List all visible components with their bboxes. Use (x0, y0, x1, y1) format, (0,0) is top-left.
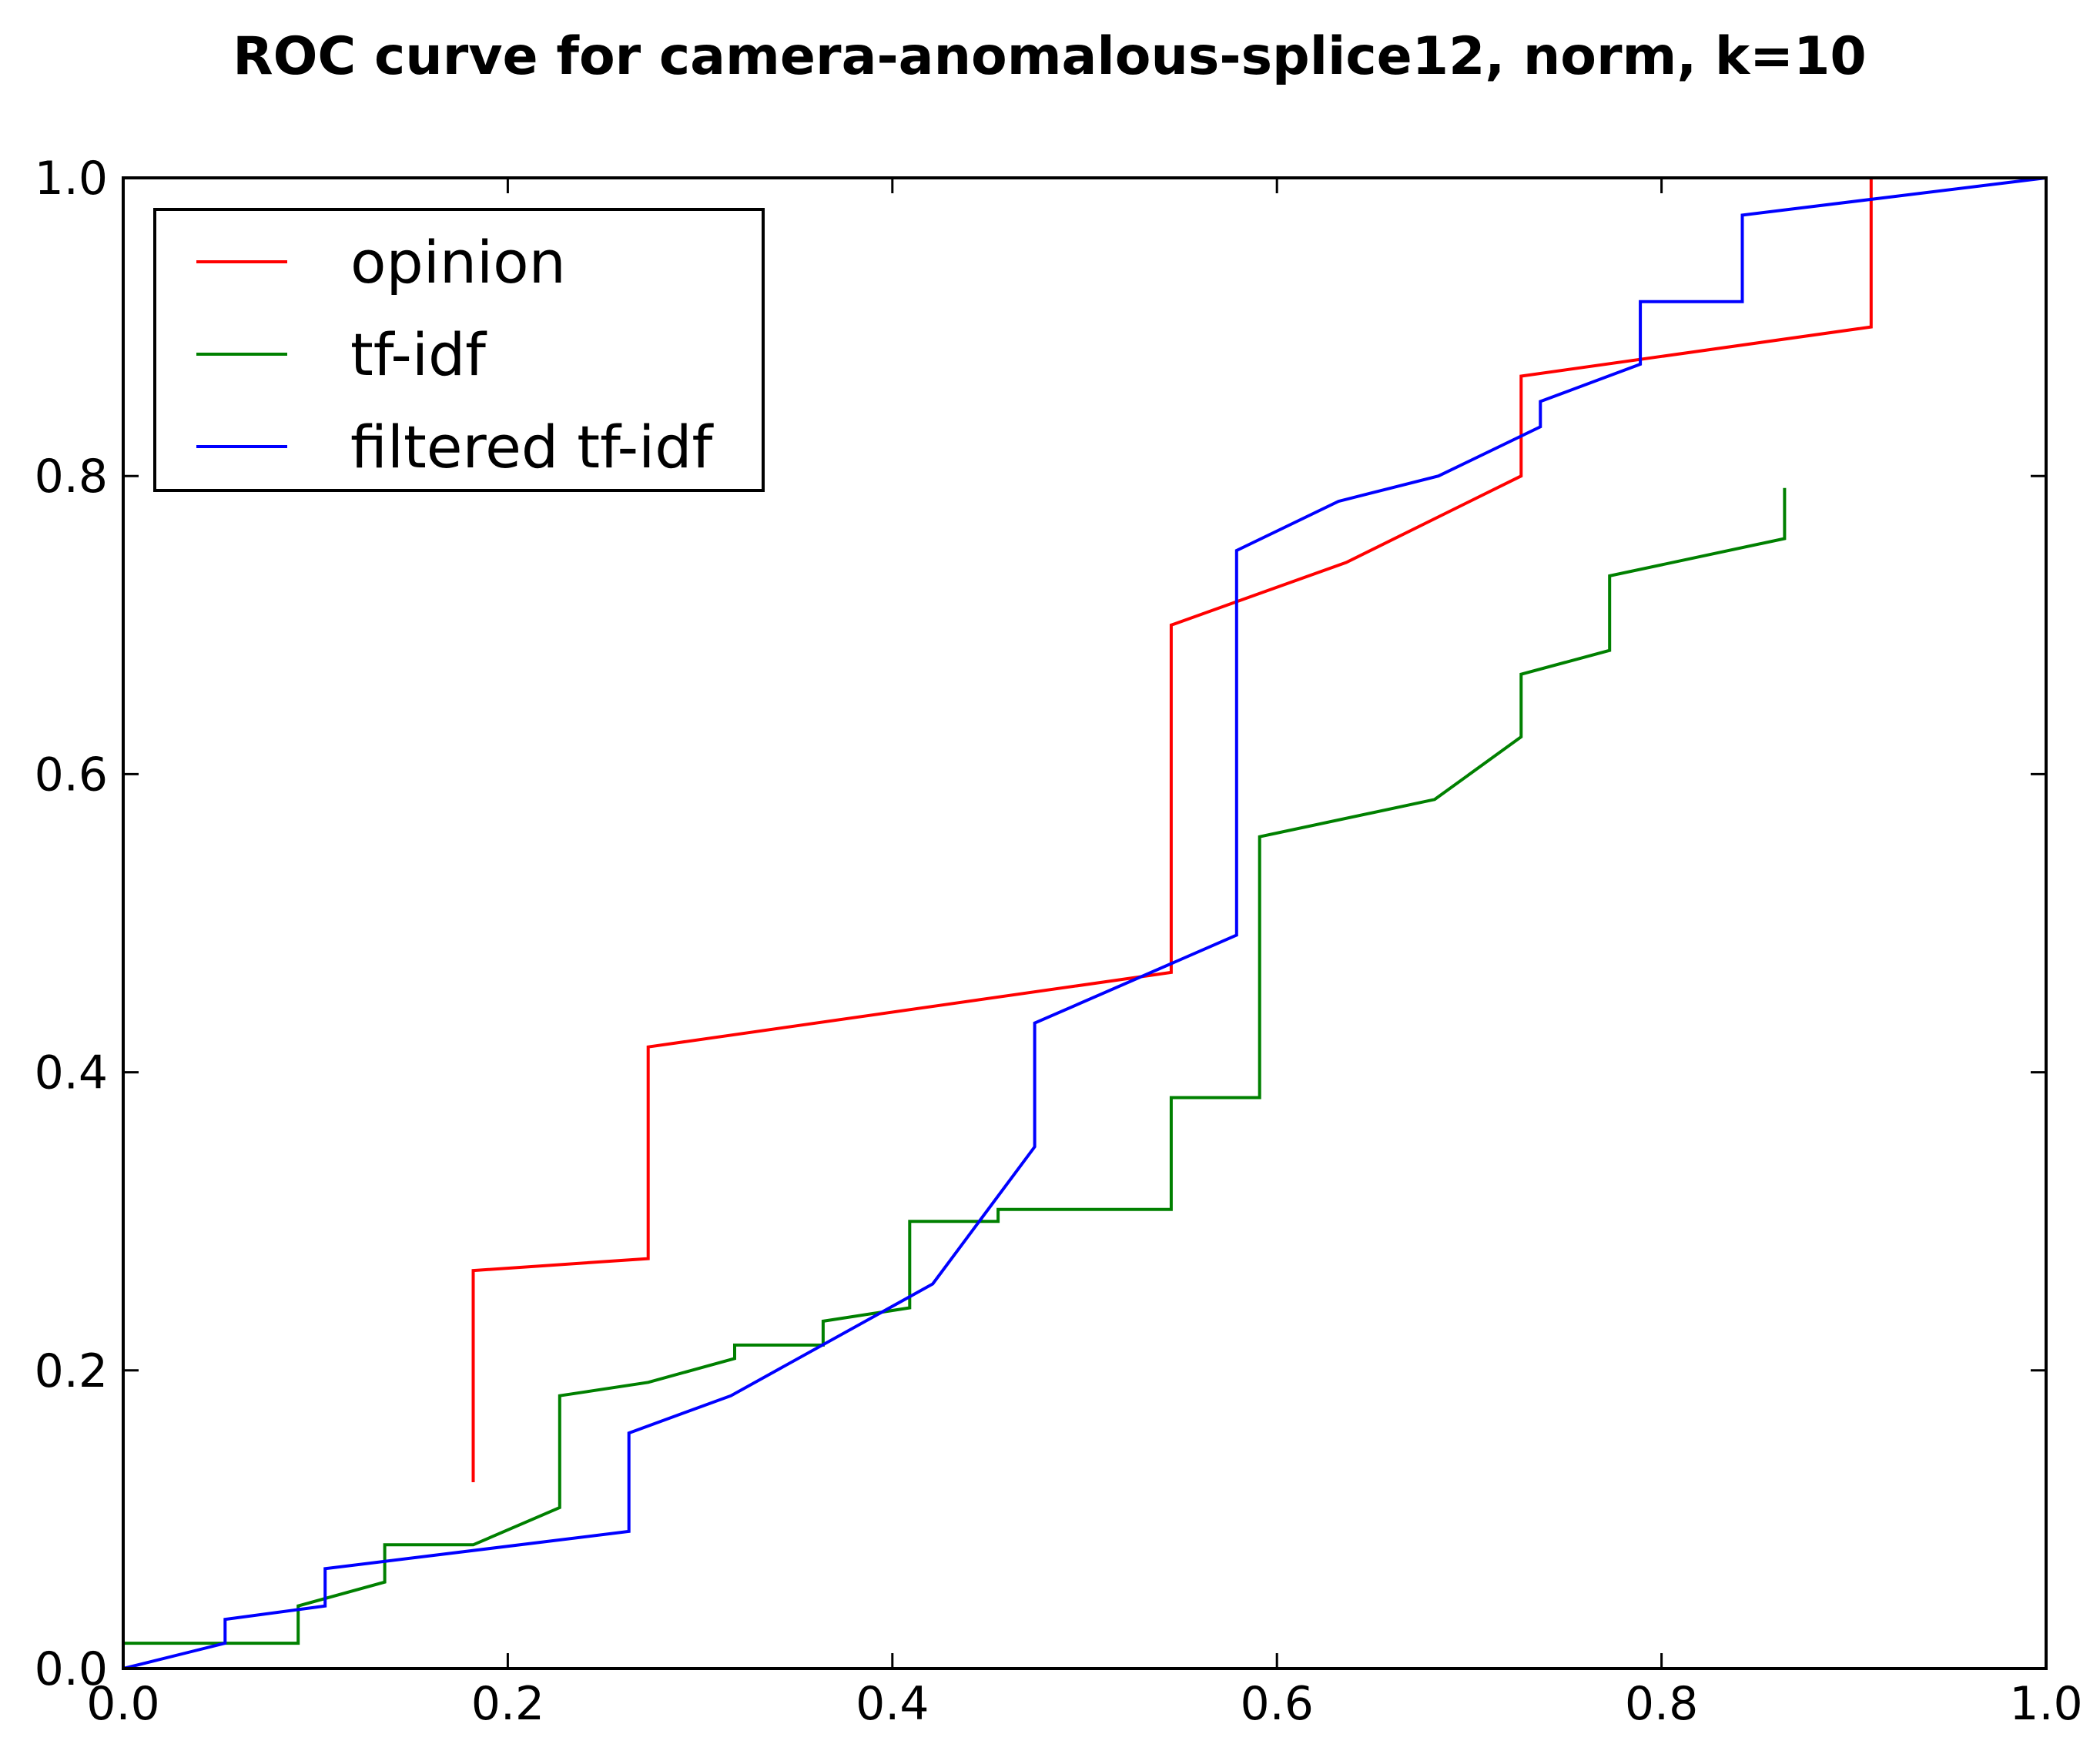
y-tick-label: 0.4 (35, 1046, 108, 1100)
series-line-2 (122, 176, 2047, 1670)
axis-ticks (122, 176, 2048, 1670)
legend-entries: opinion tf-idf filtered tf-idf (196, 228, 714, 481)
legend-label-2: filtered tf-idf (350, 413, 714, 481)
x-tick-label: 0.8 (1625, 1677, 1698, 1731)
x-tick-label: 0.4 (856, 1677, 929, 1731)
y-tick-label: 0.8 (35, 450, 108, 504)
chart-title: ROC curve for camera-anomalous-splice12,… (233, 26, 1867, 87)
y-tick-label: 0.6 (35, 748, 108, 802)
plot-frame (122, 176, 2048, 1670)
y-tick-label: 1.0 (35, 152, 108, 206)
y-axis-tick-labels: 0.0 0.2 0.4 0.6 0.8 1.0 (35, 152, 108, 1696)
series-line-0 (471, 176, 2046, 1482)
y-tick-label: 0.0 (35, 1642, 108, 1696)
x-tick-label: 0.6 (1240, 1677, 1313, 1731)
series-line-1 (123, 487, 1787, 1645)
legend-box (153, 208, 765, 492)
x-tick-label: 0.0 (86, 1677, 159, 1731)
legend-label-1: tf-idf (350, 320, 487, 389)
x-tick-label: 1.0 (2009, 1677, 2082, 1731)
plot-lines (122, 176, 2047, 1670)
x-axis-tick-labels: 0.0 0.2 0.4 0.6 0.8 1.0 (86, 1677, 2082, 1731)
legend-label-0: opinion (350, 228, 566, 296)
x-tick-label: 0.2 (471, 1677, 544, 1731)
y-tick-label: 0.2 (35, 1344, 108, 1398)
legend: opinion tf-idf filtered tf-idf (153, 208, 765, 492)
